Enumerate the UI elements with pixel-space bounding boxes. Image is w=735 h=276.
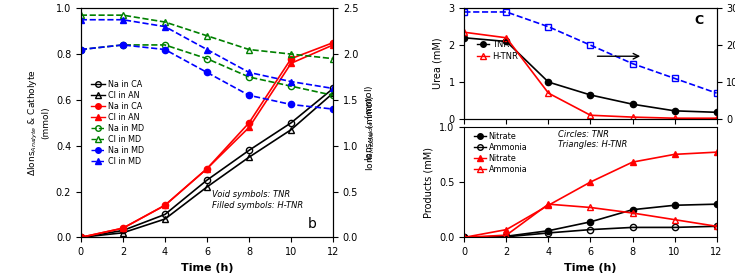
- Legend: TNR, H-TNR: TNR, H-TNR: [473, 37, 521, 64]
- Y-axis label: Ions$_{Middle}$ (mmol): Ions$_{Middle}$ (mmol): [364, 85, 376, 161]
- Legend: Na in CA, Cl in AN, Na in CA, Cl in AN, Na in MD, Cl in MD, Na in MD, Cl in MD: Na in CA, Cl in AN, Na in CA, Cl in AN, …: [87, 76, 147, 169]
- Text: Ions$_{Middle}$ (mmol): Ions$_{Middle}$ (mmol): [365, 94, 378, 171]
- Y-axis label: ΔIons$_{Analyte}$ & Catholyte
(mmol): ΔIons$_{Analyte}$ & Catholyte (mmol): [26, 70, 50, 176]
- Legend: Nitrate, Ammonia, Nitrate, Ammonia: Nitrate, Ammonia, Nitrate, Ammonia: [471, 129, 531, 177]
- Y-axis label: Products (mM): Products (mM): [423, 147, 434, 217]
- Text: b: b: [308, 217, 317, 231]
- Text: Circles: TNR
Triangles: H-TNR: Circles: TNR Triangles: H-TNR: [558, 130, 627, 149]
- Text: Void symbols: TNR
Filled symbols: H-TNR: Void symbols: TNR Filled symbols: H-TNR: [212, 190, 304, 210]
- Y-axis label: Urea (mM): Urea (mM): [433, 38, 442, 89]
- X-axis label: Time (h): Time (h): [181, 263, 233, 273]
- X-axis label: Time (h): Time (h): [564, 263, 617, 273]
- Text: C: C: [694, 14, 703, 27]
